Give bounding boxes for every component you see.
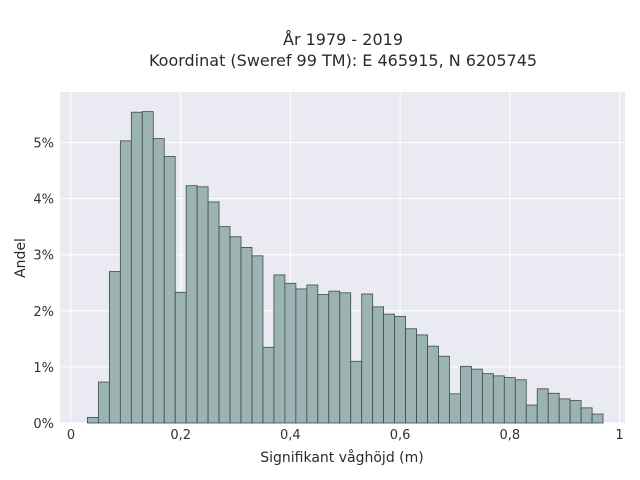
x-tick-label: 0,4 (280, 428, 301, 443)
histogram-bar (87, 416, 99, 424)
histogram-bar (295, 288, 308, 424)
y-tick-label: 4% (33, 193, 54, 208)
histogram-bar (152, 138, 165, 424)
histogram-bar (251, 255, 264, 424)
histogram-bar (471, 368, 483, 424)
y-axis-ticks: 0% 1% 2% 3% 4% 5% (33, 136, 54, 432)
x-tick-label: 0,8 (499, 428, 520, 443)
histogram-bar (97, 381, 110, 424)
histogram-bar (229, 236, 242, 424)
histogram-bar (306, 284, 319, 424)
x-tick-label: 1 (615, 428, 623, 443)
histogram-bar (196, 186, 209, 424)
bars (87, 111, 604, 424)
histogram-bar (427, 345, 439, 424)
histogram-bar (591, 413, 604, 424)
histogram-bar (416, 334, 428, 424)
histogram-bar (460, 365, 472, 424)
histogram-bar (492, 375, 505, 424)
y-tick-label: 0% (33, 417, 54, 432)
histogram-bar (569, 400, 582, 424)
histogram-bar (361, 293, 374, 424)
x-tick-label: 0 (67, 428, 75, 443)
histogram-bar (262, 346, 275, 424)
chart-subtitle: Koordinat (Sweref 99 TM): E 465915, N 62… (149, 51, 537, 70)
histogram-bar (405, 328, 417, 424)
histogram-bar (580, 407, 593, 424)
chart-title: År 1979 - 2019 (283, 30, 403, 49)
y-axis-label: Andel (13, 238, 29, 278)
x-axis-label: Signifikant våghöjd (m) (260, 449, 423, 466)
histogram-bar (218, 226, 231, 424)
histogram-bar (108, 271, 121, 424)
histogram-bar (394, 316, 406, 424)
histogram-bar (141, 111, 154, 424)
histogram-bar (240, 247, 253, 424)
histogram-bar (284, 282, 297, 424)
y-tick-label: 1% (33, 361, 54, 376)
x-tick-label: 0,2 (170, 428, 191, 443)
histogram-bar (438, 355, 450, 424)
y-tick-label: 3% (33, 249, 54, 264)
histogram-bar (514, 379, 527, 424)
histogram-bar (163, 156, 176, 424)
histogram-bar (547, 392, 560, 424)
histogram-bar (481, 373, 494, 424)
histogram-bar (130, 111, 143, 424)
histogram-bar (536, 388, 549, 424)
y-tick-label: 5% (33, 136, 54, 151)
histogram-bar (339, 292, 352, 424)
histogram-bar (119, 140, 132, 424)
histogram-bar (350, 360, 363, 424)
histogram-bar (449, 393, 461, 424)
histogram-bar (372, 306, 385, 424)
histogram-bar (273, 274, 286, 424)
histogram-bar (525, 404, 538, 424)
histogram-bar (328, 290, 341, 424)
y-tick-label: 2% (33, 305, 54, 320)
histogram-bar (207, 201, 220, 424)
x-axis-ticks: 0 0,2 0,4 0,6 0,8 1 (67, 428, 624, 443)
histogram-bar (185, 185, 198, 424)
histogram-bar (174, 291, 187, 424)
histogram-bar (503, 377, 516, 424)
histogram-bar (317, 294, 330, 424)
histogram-bar (383, 313, 396, 424)
x-tick-label: 0,6 (390, 428, 411, 443)
histogram-bar (558, 398, 571, 424)
